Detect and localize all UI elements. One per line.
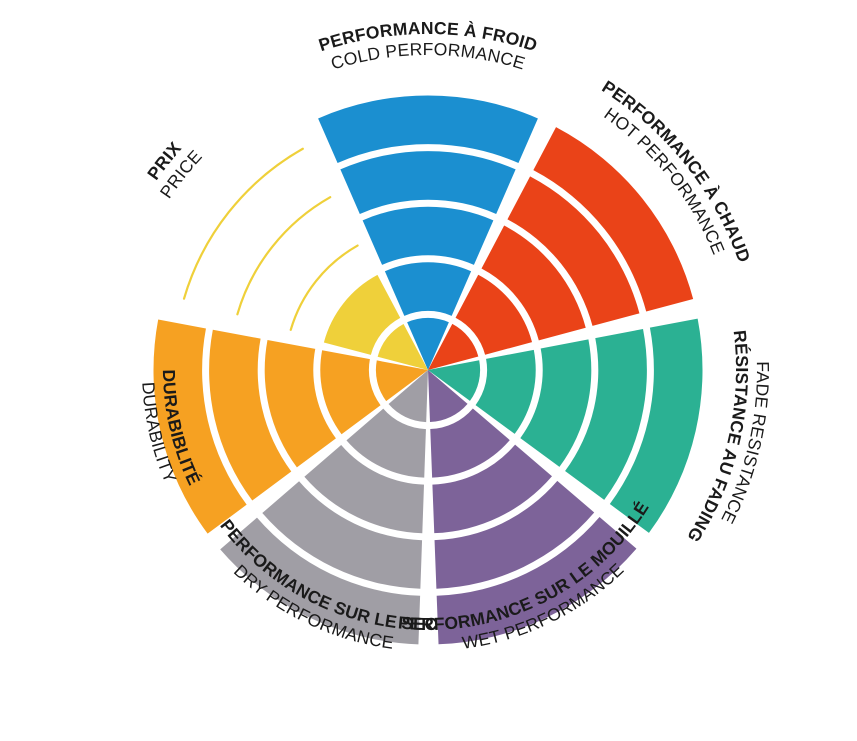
sector-durability-ring-5[interactable] <box>153 319 247 534</box>
sector-dry-performance-ring-1[interactable] <box>388 370 428 423</box>
sector-dry-performance-ring-5[interactable] <box>220 517 421 645</box>
sector-price-ring-2[interactable] <box>323 274 401 355</box>
sector-hot-performance-ring-4[interactable] <box>507 176 640 326</box>
sector-price[interactable] <box>182 147 428 370</box>
sector-fade-resistance-ring-4[interactable] <box>565 328 647 500</box>
sector-durability-ring-2[interactable] <box>320 350 381 435</box>
sector-dry-performance-ring-4[interactable] <box>262 481 423 589</box>
sector-cold-performance[interactable] <box>318 95 538 370</box>
wedges-layer <box>153 95 703 645</box>
sector-cold-performance-ring-3[interactable] <box>362 206 494 265</box>
sector-durability-ring-4[interactable] <box>209 329 292 501</box>
sector-cold-performance-ring-4[interactable] <box>340 151 516 214</box>
sector-cold-performance-ring-1[interactable] <box>407 317 449 370</box>
sector-price-ring-5-outline <box>182 147 304 300</box>
sector-price-ring-4-outline <box>236 196 332 316</box>
sector-fade-resistance[interactable] <box>428 318 703 533</box>
sector-cold-performance-ring-2[interactable] <box>384 262 472 316</box>
sector-wet-performance-ring-3[interactable] <box>432 444 552 534</box>
sector-durability-ring-3[interactable] <box>264 339 336 468</box>
sector-wet-performance-ring-1[interactable] <box>428 370 468 423</box>
sector-durability[interactable] <box>153 319 428 534</box>
sector-price-ring-3-outline <box>289 244 359 331</box>
sector-fade-resistance-ring-1[interactable] <box>428 360 481 401</box>
sector-wet-performance-ring-4[interactable] <box>434 480 595 589</box>
sector-fade-resistance-ring-5[interactable] <box>609 318 703 533</box>
sector-price-ring-1[interactable] <box>377 323 428 370</box>
sector-wet-performance[interactable] <box>428 370 637 645</box>
sector-wet-performance-ring-5[interactable] <box>436 517 637 645</box>
sector-hot-performance-ring-1[interactable] <box>428 323 479 370</box>
sector-hot-performance[interactable] <box>428 127 694 370</box>
sector-fade-resistance-ring-2[interactable] <box>475 349 536 434</box>
sector-dry-performance-ring-3[interactable] <box>304 444 424 534</box>
sector-wet-performance-ring-2[interactable] <box>430 408 510 478</box>
sector-dry-performance[interactable] <box>220 370 428 645</box>
sector-hot-performance-ring-3[interactable] <box>481 225 586 341</box>
sector-hot-performance-ring-5[interactable] <box>533 127 694 312</box>
sector-fade-resistance-ring-3[interactable] <box>520 339 592 467</box>
sector-cold-performance-ring-5[interactable] <box>318 95 538 163</box>
sector-dry-performance-ring-2[interactable] <box>346 408 426 478</box>
sector-hot-performance-ring-2[interactable] <box>455 274 533 355</box>
sector-durability-ring-1[interactable] <box>375 360 428 402</box>
